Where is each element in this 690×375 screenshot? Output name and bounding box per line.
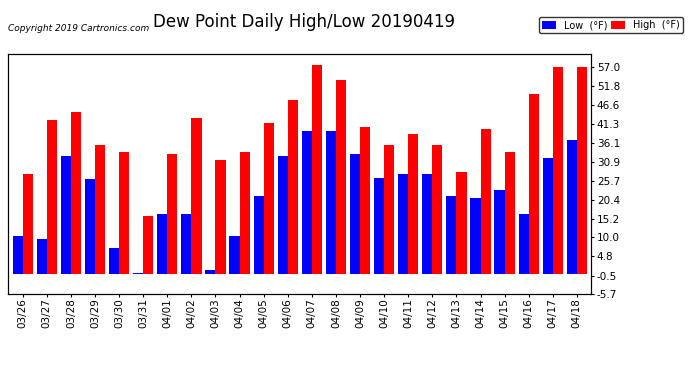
- Bar: [374, 178, 384, 274]
- Bar: [191, 118, 201, 274]
- Bar: [495, 190, 504, 274]
- Bar: [312, 65, 322, 274]
- Bar: [253, 196, 264, 274]
- Legend: Low  (°F), High  (°F): Low (°F), High (°F): [539, 17, 682, 33]
- Bar: [109, 248, 119, 274]
- Bar: [408, 134, 418, 274]
- Bar: [336, 80, 346, 274]
- Bar: [215, 159, 226, 274]
- Bar: [566, 140, 577, 274]
- Bar: [480, 129, 491, 274]
- Bar: [95, 145, 105, 274]
- Bar: [384, 145, 394, 274]
- Bar: [264, 123, 274, 274]
- Bar: [71, 112, 81, 274]
- Bar: [504, 152, 515, 274]
- Bar: [144, 216, 153, 274]
- Bar: [398, 174, 408, 274]
- Text: Copyright 2019 Cartronics.com: Copyright 2019 Cartronics.com: [8, 24, 150, 33]
- Bar: [433, 145, 442, 274]
- Bar: [181, 214, 191, 274]
- Bar: [471, 198, 480, 274]
- Bar: [456, 172, 466, 274]
- Bar: [37, 239, 47, 274]
- Bar: [157, 214, 167, 274]
- Bar: [12, 236, 23, 274]
- Bar: [239, 152, 250, 274]
- Bar: [529, 94, 539, 274]
- Bar: [47, 120, 57, 274]
- Bar: [350, 154, 360, 274]
- Bar: [542, 158, 553, 274]
- Bar: [167, 154, 177, 274]
- Bar: [577, 67, 587, 274]
- Bar: [519, 214, 529, 274]
- Bar: [326, 130, 336, 274]
- Text: Dew Point Daily High/Low 20190419: Dew Point Daily High/Low 20190419: [152, 13, 455, 31]
- Bar: [23, 174, 33, 274]
- Bar: [302, 130, 312, 274]
- Bar: [230, 236, 239, 274]
- Bar: [85, 180, 95, 274]
- Bar: [277, 156, 288, 274]
- Bar: [61, 156, 71, 274]
- Bar: [422, 174, 433, 274]
- Bar: [206, 270, 215, 274]
- Bar: [446, 196, 456, 274]
- Bar: [360, 127, 370, 274]
- Bar: [553, 67, 563, 274]
- Bar: [133, 273, 144, 274]
- Bar: [288, 100, 298, 274]
- Bar: [119, 152, 129, 274]
